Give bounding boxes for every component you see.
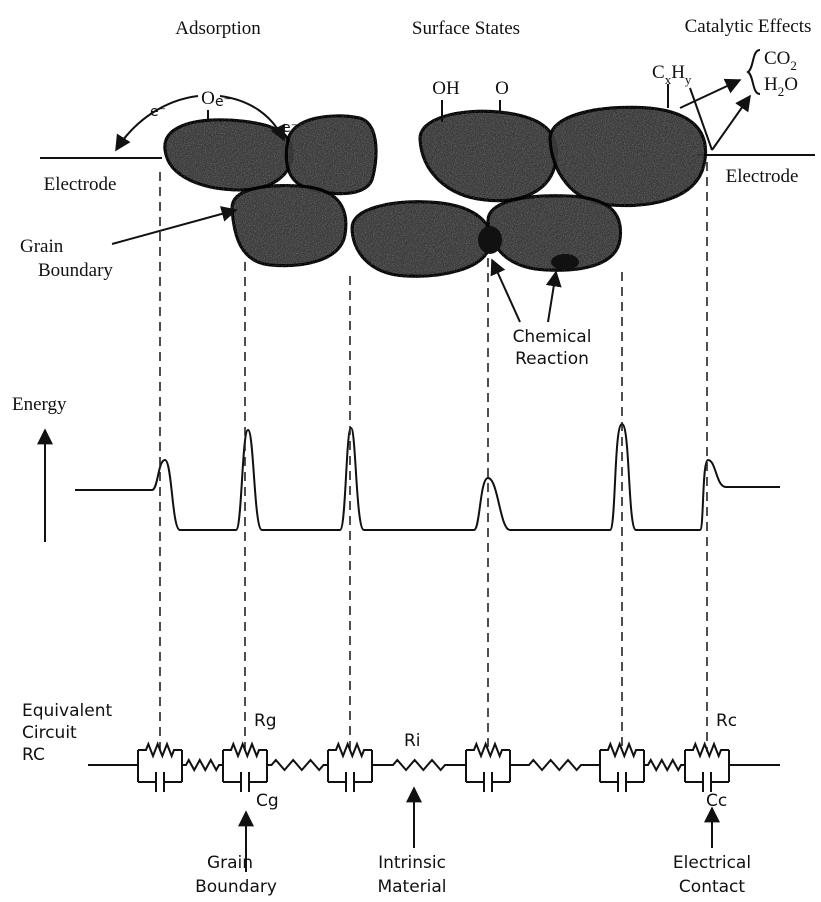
surface-species: O	[495, 78, 509, 99]
component-label: Rg	[254, 711, 277, 731]
grain	[486, 194, 623, 272]
formula-part: 2	[790, 58, 797, 73]
formula-part: H	[764, 74, 778, 95]
component-label: Cg	[256, 791, 279, 811]
capacitor	[328, 772, 372, 792]
circuit-label: RC	[22, 745, 45, 765]
resistor	[328, 741, 372, 759]
pointer-arrow	[490, 258, 521, 323]
product-formula: H2O	[764, 74, 798, 99]
electrode-label: Electrode	[44, 174, 117, 195]
formula-part: C	[652, 62, 665, 83]
formula-part: H	[671, 62, 685, 83]
reaction-arrow	[711, 94, 751, 151]
component-label: Cc	[706, 791, 727, 811]
rc-frame	[465, 750, 511, 782]
formula-part: CO	[764, 48, 790, 69]
grain	[163, 118, 294, 192]
circuit-label: Equivalent	[22, 701, 112, 721]
rc-frame	[684, 750, 730, 782]
bottom-label: Electrical	[673, 853, 751, 873]
product-formula: CO2	[764, 48, 797, 73]
circuit-label: Circuit	[22, 723, 77, 743]
series-resistor	[182, 757, 223, 773]
chemical-reaction-label: Chemical	[513, 327, 592, 347]
hydrocarbon-formula: CxHy	[652, 62, 692, 87]
grains	[163, 105, 707, 278]
resistor	[223, 741, 267, 759]
reaction-spot	[551, 254, 579, 270]
formula-part: 2	[778, 84, 785, 99]
series-resistor	[267, 758, 328, 772]
bond	[689, 87, 713, 151]
pointer-arrow	[545, 270, 562, 323]
rc-frame	[137, 750, 183, 782]
series-resistor	[372, 758, 466, 772]
formula-part: y	[685, 72, 692, 87]
energy-curve	[75, 422, 780, 531]
header-label: Adsorption	[175, 18, 261, 39]
bottom-label: Contact	[679, 877, 745, 897]
grain	[548, 105, 707, 208]
series-resistor	[510, 758, 600, 772]
energy-label: Energy	[12, 394, 67, 415]
pointer-arrow	[111, 206, 238, 245]
resistor	[685, 741, 729, 759]
electrode-label: Electrode	[726, 166, 799, 187]
bottom-label: Grain	[207, 853, 253, 873]
resistor	[466, 741, 510, 759]
grain-boundary-label: Boundary	[38, 260, 113, 281]
reaction-spot	[478, 226, 502, 254]
adsorbate-label: O	[201, 88, 215, 109]
reaction-arrow	[679, 78, 742, 109]
component-label: Rc	[716, 711, 737, 731]
capacitor	[138, 772, 182, 792]
electron-label: e⁻	[282, 120, 298, 136]
chemical-reaction-label: Reaction	[515, 349, 589, 369]
resistor	[138, 741, 182, 759]
resistor	[600, 741, 644, 759]
capacitor	[466, 772, 510, 792]
grain	[350, 200, 493, 278]
electron-arrow	[219, 95, 285, 142]
formula-part: x	[665, 72, 672, 87]
capacitor	[223, 772, 267, 792]
rc-frame	[222, 750, 268, 782]
bottom-label: Material	[377, 877, 446, 897]
capacitor	[685, 772, 729, 792]
header-label: Surface States	[412, 18, 520, 39]
grain	[284, 114, 378, 196]
series-resistor	[644, 757, 685, 773]
surface-species: OH	[432, 78, 460, 99]
component-label: Ri	[404, 731, 421, 751]
rc-frame	[599, 750, 645, 782]
grain	[230, 184, 348, 268]
header-label: Catalytic Effects	[685, 16, 812, 37]
rc-frame	[327, 750, 373, 782]
grain-boundary-label: Grain	[20, 236, 64, 257]
capacitor	[600, 772, 644, 792]
brace	[746, 49, 761, 95]
electron-arrow	[115, 95, 199, 152]
bottom-label: Boundary	[195, 877, 277, 897]
bottom-label: Intrinsic	[378, 853, 446, 873]
formula-part: O	[784, 74, 798, 95]
grain	[418, 109, 558, 203]
